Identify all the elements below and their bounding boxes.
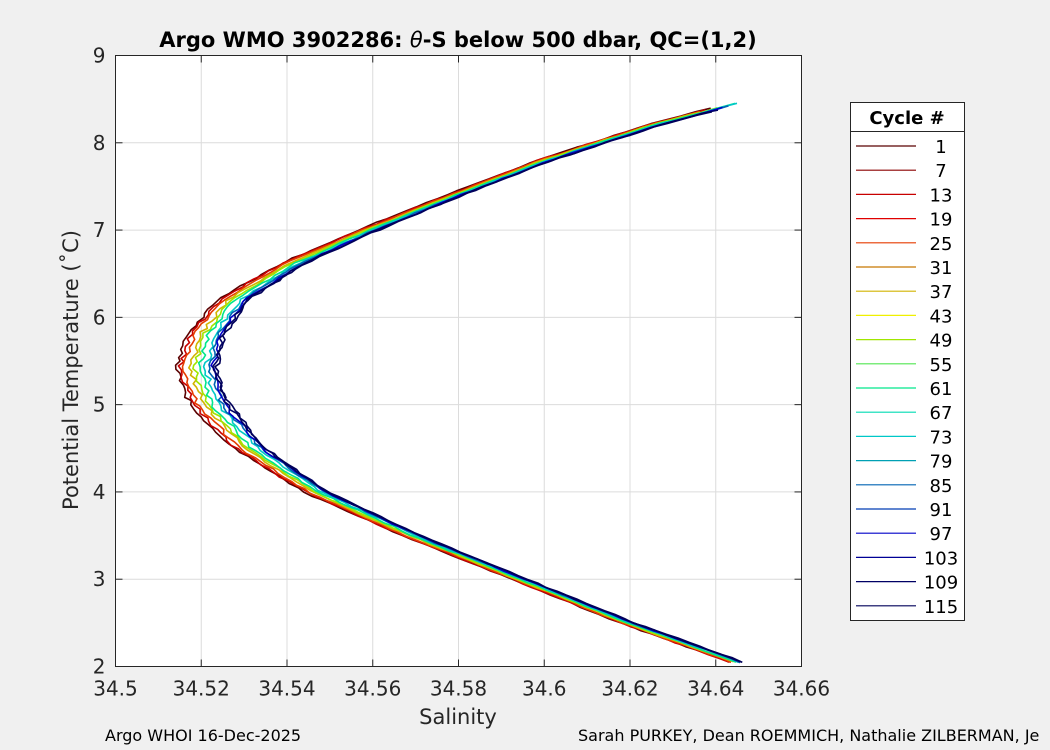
y-tick-label: 2: [93, 655, 106, 679]
legend-label-61: 61: [930, 379, 953, 400]
y-tick-label: 5: [93, 393, 106, 417]
legend-label-13: 13: [930, 185, 953, 206]
legend-label-19: 19: [930, 210, 953, 231]
legend-label-97: 97: [930, 524, 953, 545]
axis-ticks: 34.5 34.52 34.54 34.56 34.58 34.6 34.62 34.64 34…: [93, 44, 830, 701]
profile-line-cycle-61: [197, 102, 737, 663]
legend-label-43: 43: [930, 306, 953, 327]
x-tick-label: 34.52: [173, 677, 230, 701]
legend-label-91: 91: [930, 500, 953, 521]
legend-label-103: 103: [924, 548, 958, 569]
legend-label-67: 67: [930, 403, 953, 424]
legend-label-115: 115: [924, 597, 958, 618]
x-tick-label: 34.54: [258, 677, 315, 701]
legend-label-7: 7: [935, 161, 946, 182]
footer-left: Argo WHOI 16-Dec-2025: [105, 726, 301, 745]
y-tick-label: 6: [93, 305, 106, 329]
x-tick-label: 34.66: [773, 677, 830, 701]
legend-title: Cycle #: [869, 108, 944, 129]
x-tick-label: 34.64: [687, 677, 744, 701]
legend-label-79: 79: [930, 452, 953, 473]
y-axis-label: Potential Temperature (˚C): [59, 230, 83, 510]
profile-line-cycle-115: [214, 111, 743, 664]
x-tick-label: 34.5: [93, 677, 138, 701]
x-tick-label: 34.58: [430, 677, 487, 701]
legend-entries: 1 7 13 19 25 31 37 43 49 55 61 67 73 79 85 91 97 103 109 11…: [856, 137, 958, 618]
profile-line-cycle-49: [192, 107, 736, 663]
legend-label-73: 73: [930, 427, 953, 448]
x-tick-label: 34.56: [344, 677, 401, 701]
chart-title: Argo WMO 3902286: θ-S below 500 dbar, QC…: [159, 28, 756, 52]
x-tick-label: 34.62: [601, 677, 658, 701]
y-tick-label: 9: [93, 44, 106, 68]
y-tick-label: 8: [93, 131, 106, 155]
legend-box: [850, 102, 965, 621]
legend: Cycle # 1 7 13 19 25 31 37 43 49 55 61 67 73 79 85 91 97…: [850, 102, 965, 621]
footer-right: Sarah PURKEY, Dean ROEMMICH, Nathalie ZI…: [578, 726, 1039, 745]
profile-lines: [174, 102, 743, 664]
legend-label-1: 1: [935, 137, 946, 158]
legend-label-31: 31: [930, 258, 953, 279]
y-tick-label: 3: [93, 567, 106, 591]
legend-label-85: 85: [930, 476, 953, 497]
legend-label-109: 109: [924, 573, 958, 594]
x-tick-label: 34.6: [522, 677, 567, 701]
profile-line-cycle-25: [181, 110, 732, 664]
legend-label-49: 49: [930, 331, 953, 352]
y-tick-label: 7: [93, 218, 106, 242]
legend-label-25: 25: [930, 234, 953, 255]
legend-label-37: 37: [930, 282, 953, 303]
x-axis-label: Salinity: [419, 705, 497, 729]
legend-label-55: 55: [930, 355, 953, 376]
y-tick-label: 4: [93, 480, 106, 504]
